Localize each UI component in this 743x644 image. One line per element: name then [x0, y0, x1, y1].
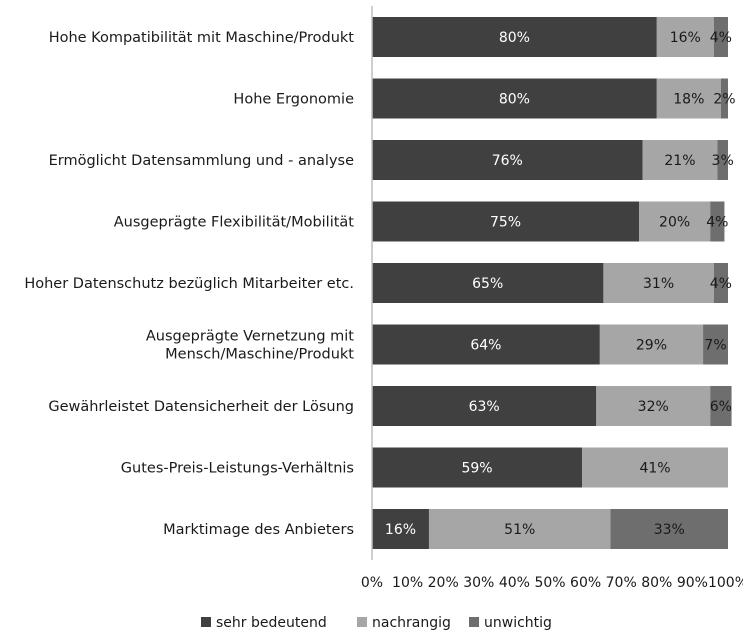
x-tick-label: 90%: [677, 575, 708, 591]
x-tick-label: 10%: [392, 575, 423, 591]
bar-segment-1-row-4: [372, 201, 639, 242]
category-label: Gewährleistet Datensicherheit der Lösung: [48, 399, 354, 415]
bar-segment-2-row-3: [642, 140, 718, 180]
data-label: 21%: [664, 153, 695, 169]
x-tick-label: 0%: [361, 575, 383, 591]
data-label: 16%: [670, 30, 701, 46]
x-tick-label: 70%: [606, 575, 637, 591]
data-label: 4%: [710, 30, 732, 46]
data-label: 80%: [499, 30, 530, 46]
data-label: 65%: [472, 276, 503, 292]
bar-segment-3-row-4: [710, 201, 725, 242]
bar-segment-3-row-9: [610, 509, 728, 549]
bar-segment-2-row-1: [656, 17, 714, 57]
bar-segment-2-row-7: [596, 386, 711, 426]
x-tick-labels: 0% 10% 20%30% 40%50% 60% 70%80% 90%100%: [361, 575, 743, 591]
legend-swatch: [357, 617, 367, 627]
x-tick-label: 100%: [708, 575, 743, 591]
bar-segment-3-row-5: [713, 263, 728, 303]
bar-segment-3-row-6: [703, 324, 728, 365]
x-tick-label: 20%: [428, 575, 459, 591]
data-label: 3%: [712, 153, 734, 169]
legend-swatch: [201, 617, 211, 627]
x-tick-label: 80%: [641, 575, 672, 591]
bar-segment-1-row-3: [372, 140, 643, 180]
data-label: 33%: [654, 522, 685, 538]
bar-segment-1-row-2: [372, 78, 657, 119]
data-label: 6%: [710, 399, 732, 415]
bar-segment-2-row-6: [599, 324, 704, 365]
data-label: 4%: [710, 276, 732, 292]
data-label: 29%: [636, 338, 667, 354]
data-label: 7%: [704, 338, 726, 354]
legend-label: sehr bedeutend: [216, 615, 327, 631]
data-label: 75%: [490, 215, 521, 231]
bar-segment-1-row-8: [372, 447, 583, 488]
legend-label: nachrangig: [372, 615, 451, 631]
category-label: Hoher Datenschutz bezüglich Mitarbeiter …: [24, 276, 354, 292]
category-labels: Hohe Kompatibilität mit Maschine/Produkt…: [24, 30, 354, 538]
bar-segment-2-row-9: [428, 509, 611, 549]
data-label: 59%: [461, 461, 492, 477]
bar-segment-2-row-2: [656, 78, 721, 119]
data-label: 63%: [469, 399, 500, 415]
bar-segment-3-row-3: [717, 140, 728, 180]
category-label: Mensch/Maschine/Produkt: [165, 347, 354, 363]
category-label: Gutes-Preis-Leistungs-Verhältnis: [121, 461, 354, 477]
data-label: 16%: [385, 522, 416, 538]
data-label: 2%: [713, 92, 735, 108]
data-label: 64%: [470, 338, 501, 354]
category-label: Hohe Ergonomie: [233, 92, 354, 108]
bar-segment-3-row-7: [710, 386, 732, 426]
category-label: Ausgeprägte Vernetzung mit: [146, 329, 354, 345]
x-tick-label: 40%: [499, 575, 530, 591]
data-label: 32%: [638, 399, 669, 415]
bar-segment-1-row-5: [372, 263, 604, 303]
data-label: 80%: [499, 92, 530, 108]
x-tick-label: 50%: [534, 575, 565, 591]
bar-segment-3-row-1: [713, 17, 728, 57]
legend-label: unwichtig: [484, 615, 552, 631]
bar-segment-2-row-4: [639, 201, 711, 242]
x-tick-label: 60%: [570, 575, 601, 591]
x-tick-label: 30%: [463, 575, 494, 591]
data-label: 31%: [643, 276, 674, 292]
bar-segment-2-row-8: [582, 447, 728, 488]
data-label: 51%: [504, 522, 535, 538]
bar-segment-1-row-1: [372, 17, 657, 57]
data-label: 20%: [659, 215, 690, 231]
category-label: Ermöglicht Datensammlung und - analyse: [49, 153, 354, 169]
data-label: 76%: [492, 153, 523, 169]
bars-layer: 80% 16% 4% 80% 18% 2% 76% 21% 3% 75% 20% 4% 65% 31% 4%…: [372, 17, 736, 549]
legend-swatch: [469, 617, 479, 627]
data-label: 4%: [706, 215, 728, 231]
category-label: Ausgeprägte Flexibilität/Mobilität: [114, 215, 355, 231]
bar-segment-1-row-7: [372, 386, 597, 426]
bar-segment-1-row-6: [372, 324, 600, 365]
data-label: 18%: [673, 92, 704, 108]
bar-segment-2-row-5: [603, 263, 714, 303]
legend: sehr bedeutend nachrangig unwichtig: [201, 615, 552, 631]
bar-segment-3-row-2: [720, 78, 728, 119]
data-label: 41%: [639, 461, 670, 477]
category-label: Marktimage des Anbieters: [163, 522, 354, 538]
bar-segment-1-row-9: [372, 509, 429, 549]
category-label: Hohe Kompatibilität mit Maschine/Produkt: [49, 30, 355, 46]
